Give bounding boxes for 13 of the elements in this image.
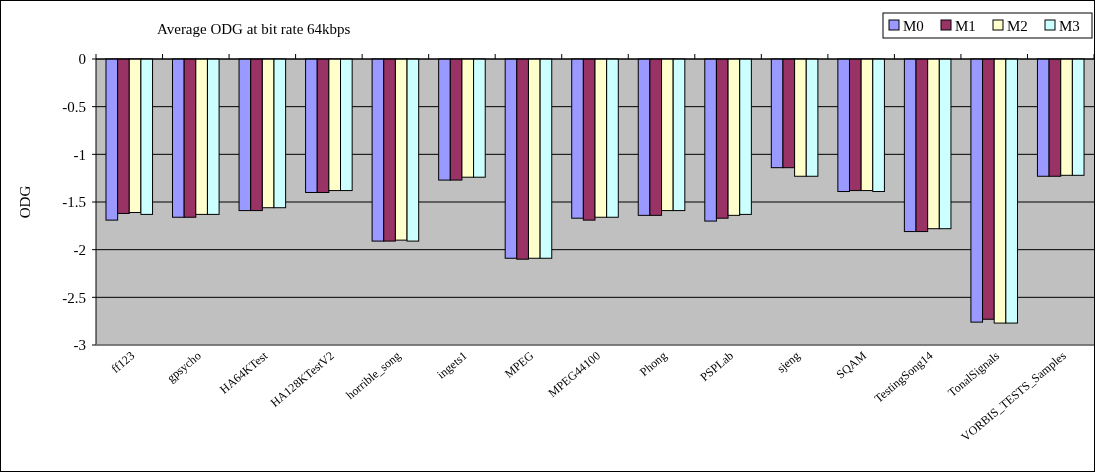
y-tick-label: -2 bbox=[73, 241, 86, 258]
y-tick-label: -2.5 bbox=[62, 289, 86, 306]
y-tick-label: -0.5 bbox=[62, 98, 86, 115]
legend-label: M3 bbox=[1059, 18, 1080, 34]
legend-label: M2 bbox=[1007, 18, 1028, 34]
legend-label: M1 bbox=[955, 18, 976, 34]
y-axis-title: ODG bbox=[17, 185, 33, 219]
y-tick-label: -3 bbox=[73, 337, 86, 354]
y-tick-label: 0 bbox=[78, 51, 86, 68]
y-tick-label: -1.5 bbox=[62, 194, 86, 211]
y-tick-label: -1 bbox=[73, 146, 86, 163]
legend-label: M0 bbox=[903, 18, 924, 34]
chart-title: Average ODG at bit rate 64kbps bbox=[157, 21, 351, 37]
